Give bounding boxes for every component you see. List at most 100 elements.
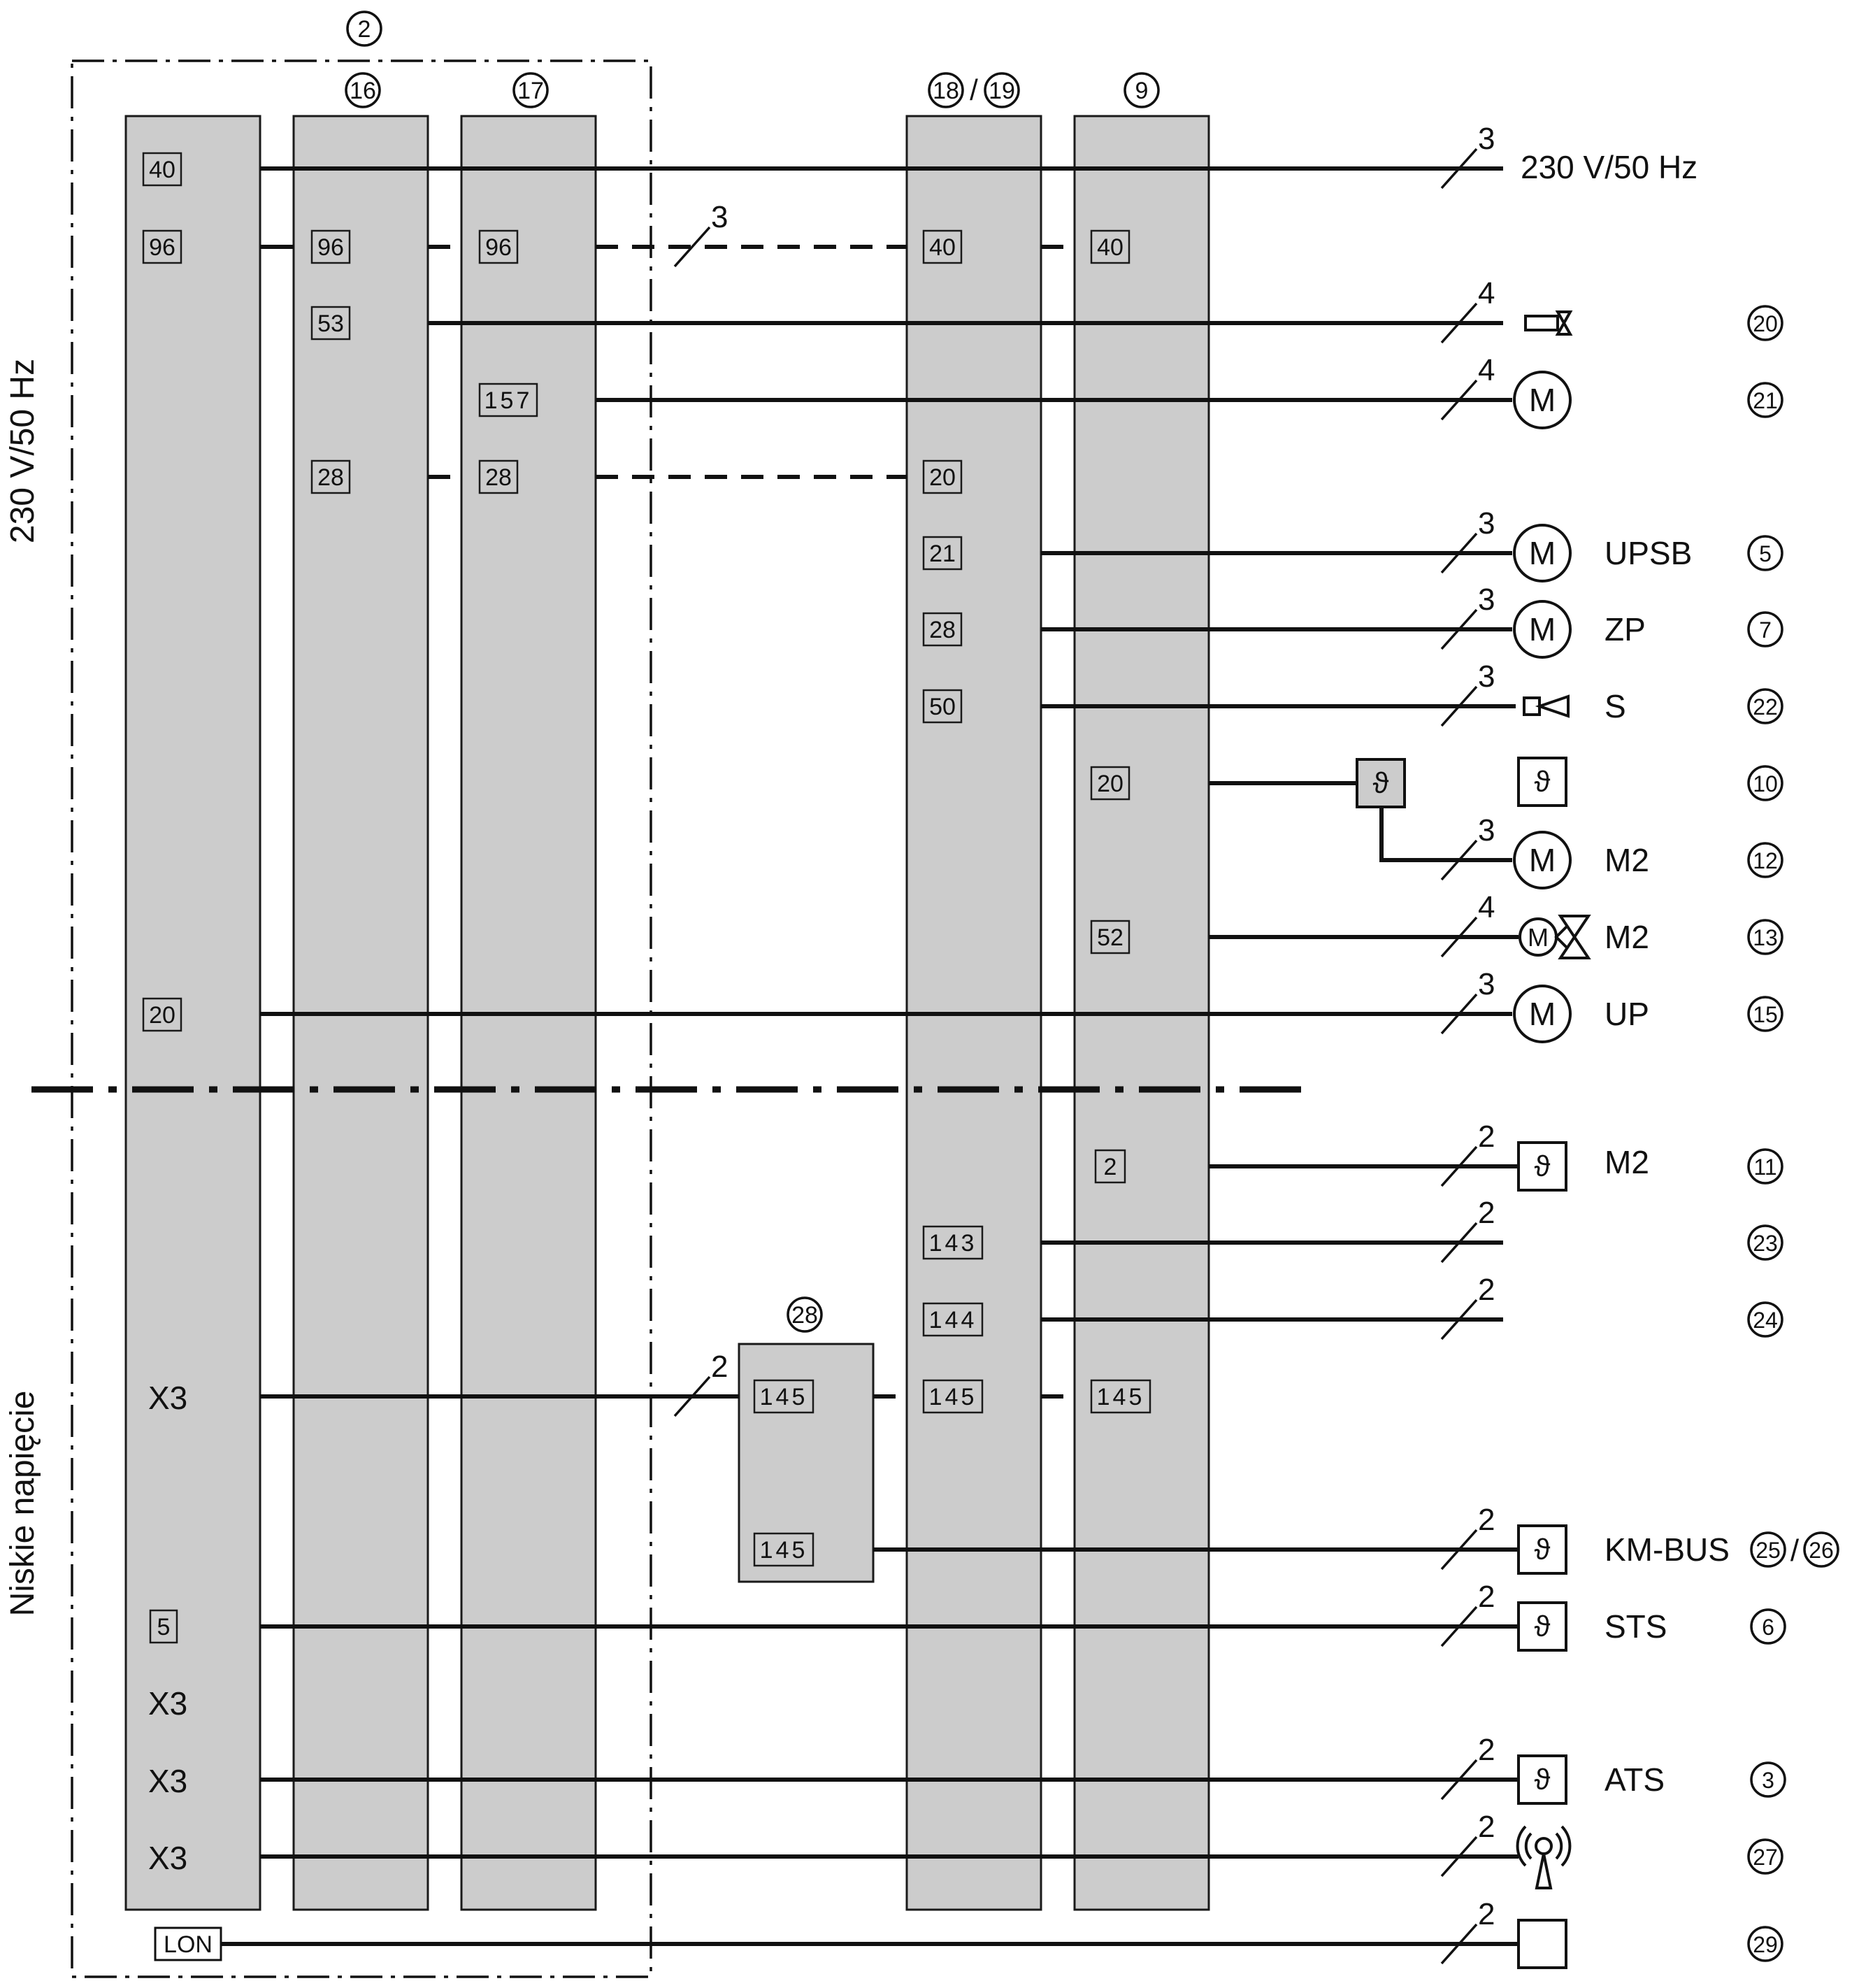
ref-col4-slash: / xyxy=(970,73,978,106)
terminal-c1-40: 40 xyxy=(142,152,182,187)
terminal-c4-143: 143 xyxy=(922,1225,984,1260)
svg-text:28: 28 xyxy=(317,464,344,491)
svg-text:2: 2 xyxy=(711,1350,728,1384)
terminal-c1-5: 5 xyxy=(149,1609,178,1644)
svg-text:145: 145 xyxy=(760,1384,808,1410)
ref-r12: 12 xyxy=(1747,842,1783,878)
sensor-icon-r3: ϑ xyxy=(1517,1754,1567,1805)
terminal-c1-96: 96 xyxy=(142,229,182,264)
terminal-c1-20: 20 xyxy=(142,997,182,1032)
wire-count-labels: 3 3 4 4 3 3 3 3 4 3 2 2 2 2 2 2 2 2 2 xyxy=(711,122,1495,1931)
svg-text:28: 28 xyxy=(485,464,512,491)
svg-text:11: 11 xyxy=(1753,1154,1776,1180)
svg-text:40: 40 xyxy=(929,234,956,261)
terminal-c5-2: 2 xyxy=(1094,1149,1126,1184)
ref-col4b: 19 xyxy=(984,72,1020,108)
terminal-c5-145: 145 xyxy=(1090,1379,1151,1414)
svg-text:52: 52 xyxy=(1097,924,1124,951)
terminal-lon: LON xyxy=(154,1926,222,1961)
terminal-c1-x3-b: X3 xyxy=(148,1685,187,1722)
svg-text:15: 15 xyxy=(1753,1002,1778,1027)
svg-text:2: 2 xyxy=(1478,1810,1495,1844)
svg-text:6: 6 xyxy=(1762,1615,1774,1640)
svg-text:3: 3 xyxy=(1762,1768,1774,1793)
terminal-c5-40: 40 xyxy=(1090,229,1130,264)
svg-text:28: 28 xyxy=(791,1302,818,1329)
svg-text:M: M xyxy=(1529,842,1556,878)
svg-text:53: 53 xyxy=(317,310,344,337)
ref-r25-slash: / xyxy=(1790,1533,1800,1568)
motor-icon-r7: M xyxy=(1513,600,1572,659)
svg-text:3: 3 xyxy=(1478,506,1495,541)
svg-text:13: 13 xyxy=(1753,925,1778,950)
svg-text:M: M xyxy=(1529,611,1556,648)
svg-text:20: 20 xyxy=(1097,771,1124,797)
ref-r29: 29 xyxy=(1747,1926,1783,1962)
terminal-c5-20: 20 xyxy=(1090,766,1130,801)
sensor-icon-r6: ϑ xyxy=(1517,1601,1567,1652)
svg-text:M: M xyxy=(1529,996,1556,1032)
terminal-c5-52: 52 xyxy=(1090,920,1130,954)
svg-text:20: 20 xyxy=(149,1002,175,1029)
svg-text:145: 145 xyxy=(1097,1384,1145,1410)
svg-text:20: 20 xyxy=(1753,311,1778,336)
ref-circles-right: 20 21 5 7 22 10 12 13 15 11 23 24 25 / 2… xyxy=(1747,305,1839,1962)
ref-frame: 2 xyxy=(346,10,382,47)
horn-icon xyxy=(1523,694,1570,718)
ref-r25a: 25 xyxy=(1750,1531,1786,1568)
svg-text:ϑ: ϑ xyxy=(1373,766,1389,799)
svg-text:2: 2 xyxy=(1478,1120,1495,1154)
svg-text:ϑ: ϑ xyxy=(1535,1763,1551,1796)
ref-r23: 23 xyxy=(1747,1224,1783,1261)
terminal-c4-40: 40 xyxy=(922,229,963,264)
upper-voltage-side-label: 230 V/50 Hz xyxy=(4,359,41,543)
terminal-c1-x3-d: X3 xyxy=(148,1840,187,1876)
ref-r20: 20 xyxy=(1747,305,1783,341)
device-label-km-bus: KM-BUS xyxy=(1605,1531,1730,1568)
terminal-c2-96: 96 xyxy=(310,229,351,264)
svg-text:157: 157 xyxy=(484,387,533,414)
svg-text:18: 18 xyxy=(933,78,959,104)
svg-text:96: 96 xyxy=(317,234,344,261)
svg-text:20: 20 xyxy=(929,464,956,491)
terminal-c4-28: 28 xyxy=(922,612,963,647)
device-label-m2-12: M2 xyxy=(1605,842,1649,878)
ref-col4a: 18 xyxy=(928,72,964,108)
ref-r24: 24 xyxy=(1747,1301,1783,1338)
svg-text:4: 4 xyxy=(1478,276,1495,310)
terminal-c4-20: 20 xyxy=(922,459,963,494)
svg-text:29: 29 xyxy=(1753,1932,1778,1957)
device-label-up: UP xyxy=(1605,996,1649,1032)
terminal-c2-28: 28 xyxy=(310,459,351,494)
terminal-c4-50: 50 xyxy=(922,689,963,724)
motor-icon-r15: M xyxy=(1513,985,1572,1043)
ref-r27: 27 xyxy=(1747,1838,1783,1875)
device-label-sts: STS xyxy=(1605,1608,1667,1645)
svg-text:2: 2 xyxy=(1104,1154,1117,1180)
svg-text:2: 2 xyxy=(1478,1273,1495,1307)
svg-text:145: 145 xyxy=(760,1537,808,1564)
terminal-sub-145-a: 145 xyxy=(753,1379,814,1414)
ref-sub: 28 xyxy=(787,1296,823,1333)
ref-r7: 7 xyxy=(1747,611,1783,648)
svg-text:7: 7 xyxy=(1759,617,1772,643)
svg-text:ϑ: ϑ xyxy=(1535,1150,1551,1182)
motor-icon-r5: M xyxy=(1513,524,1572,582)
svg-text:2: 2 xyxy=(1478,1897,1495,1931)
svg-text:50: 50 xyxy=(929,694,956,720)
svg-text:21: 21 xyxy=(1753,388,1778,413)
svg-text:3: 3 xyxy=(1478,122,1495,156)
ref-r21: 21 xyxy=(1747,382,1783,418)
svg-text:145: 145 xyxy=(929,1384,977,1410)
svg-text:3: 3 xyxy=(1478,582,1495,617)
ref-r22: 22 xyxy=(1747,688,1783,724)
ref-r13: 13 xyxy=(1747,919,1783,955)
wires xyxy=(221,166,1519,1946)
radio-antenna-icon xyxy=(1516,1825,1572,1889)
motor-icon-r21: M xyxy=(1513,371,1572,429)
svg-text:M: M xyxy=(1529,382,1556,418)
svg-text:4: 4 xyxy=(1478,353,1495,387)
svg-text:27: 27 xyxy=(1753,1845,1778,1870)
svg-text:16: 16 xyxy=(350,78,376,104)
svg-text:24: 24 xyxy=(1753,1308,1778,1333)
